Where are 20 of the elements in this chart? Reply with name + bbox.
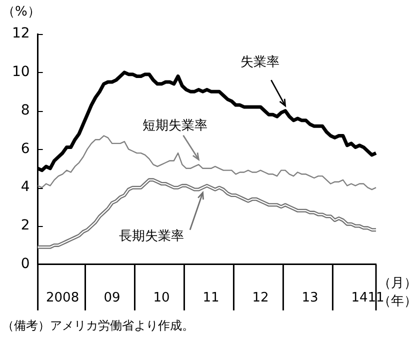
x-tick-label: 10 xyxy=(153,290,170,306)
x-tick-label: 13 xyxy=(302,290,318,306)
x-tick-label: 11 xyxy=(202,290,220,306)
y-tick-label: 2 xyxy=(20,218,30,234)
y-tick-label: 12 xyxy=(12,26,30,42)
y-tick-label: 6 xyxy=(20,140,30,157)
y-tick-label: 8 xyxy=(20,102,30,118)
series-label: 短期失業率 xyxy=(142,118,208,134)
y-tick-label: 10 xyxy=(12,64,30,80)
x-tick-label: 2008 xyxy=(46,290,80,306)
text: （月） xyxy=(378,276,417,291)
series-label: 長期失業率 xyxy=(118,228,184,244)
y-axis-title: （%） xyxy=(2,4,40,20)
x-tick-label: 09 xyxy=(104,290,120,306)
text: （備考）アメリカ労働省より作成。 xyxy=(2,318,194,333)
text: 失業率 xyxy=(240,54,280,70)
x-tick-label: 14 xyxy=(351,290,368,306)
x-tick-label: 12 xyxy=(252,290,269,306)
y-tick-label: 4 xyxy=(20,179,30,196)
y-tick-label: 0 xyxy=(20,256,30,272)
